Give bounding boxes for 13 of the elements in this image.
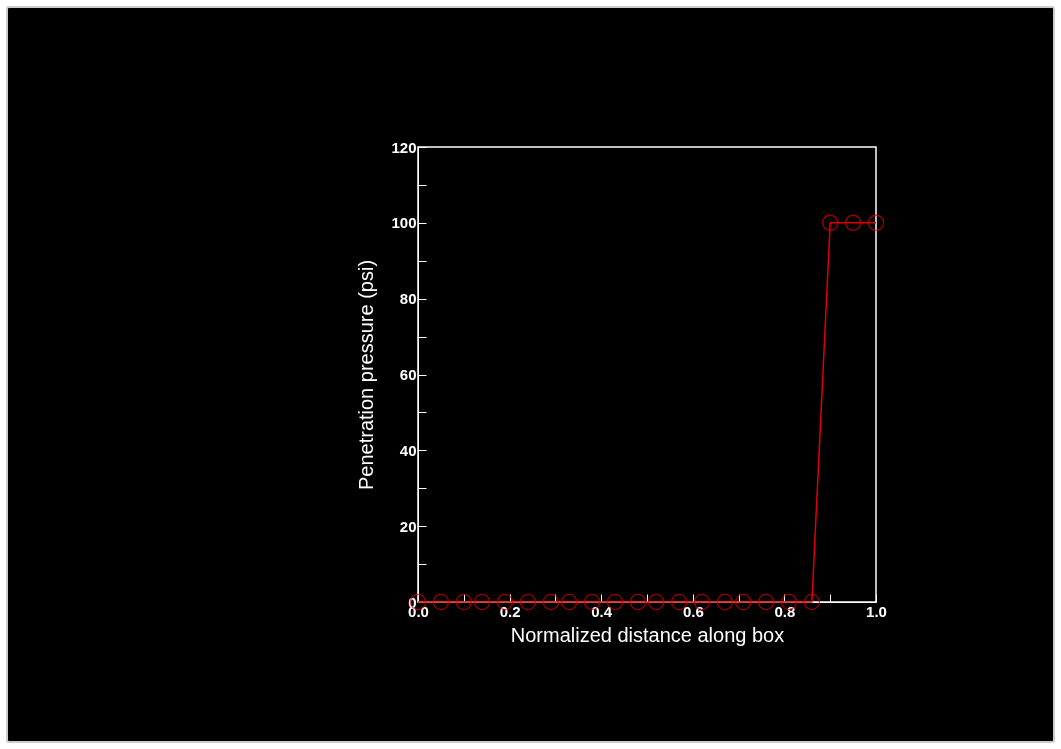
y-tick-label: 20 (399, 517, 417, 535)
x-tick-label: 0.6 (682, 602, 704, 620)
x-tick-label: 0.2 (499, 602, 521, 620)
y-tick-label: 120 (391, 138, 417, 156)
y-tick-label: 100 (391, 214, 417, 232)
x-tick-label: 0.4 (591, 602, 613, 620)
x-tick-label: 1.0 (866, 602, 887, 620)
y-tick-label: 60 (399, 366, 417, 383)
y-tick-label: 40 (399, 441, 417, 459)
x-tick-label: 0.8 (774, 602, 796, 620)
y-axis-title: Penetration pressure (psi) (355, 259, 378, 491)
y-tick-label: 80 (399, 290, 417, 308)
x-axis-title: Normalized distance along box (510, 623, 785, 646)
